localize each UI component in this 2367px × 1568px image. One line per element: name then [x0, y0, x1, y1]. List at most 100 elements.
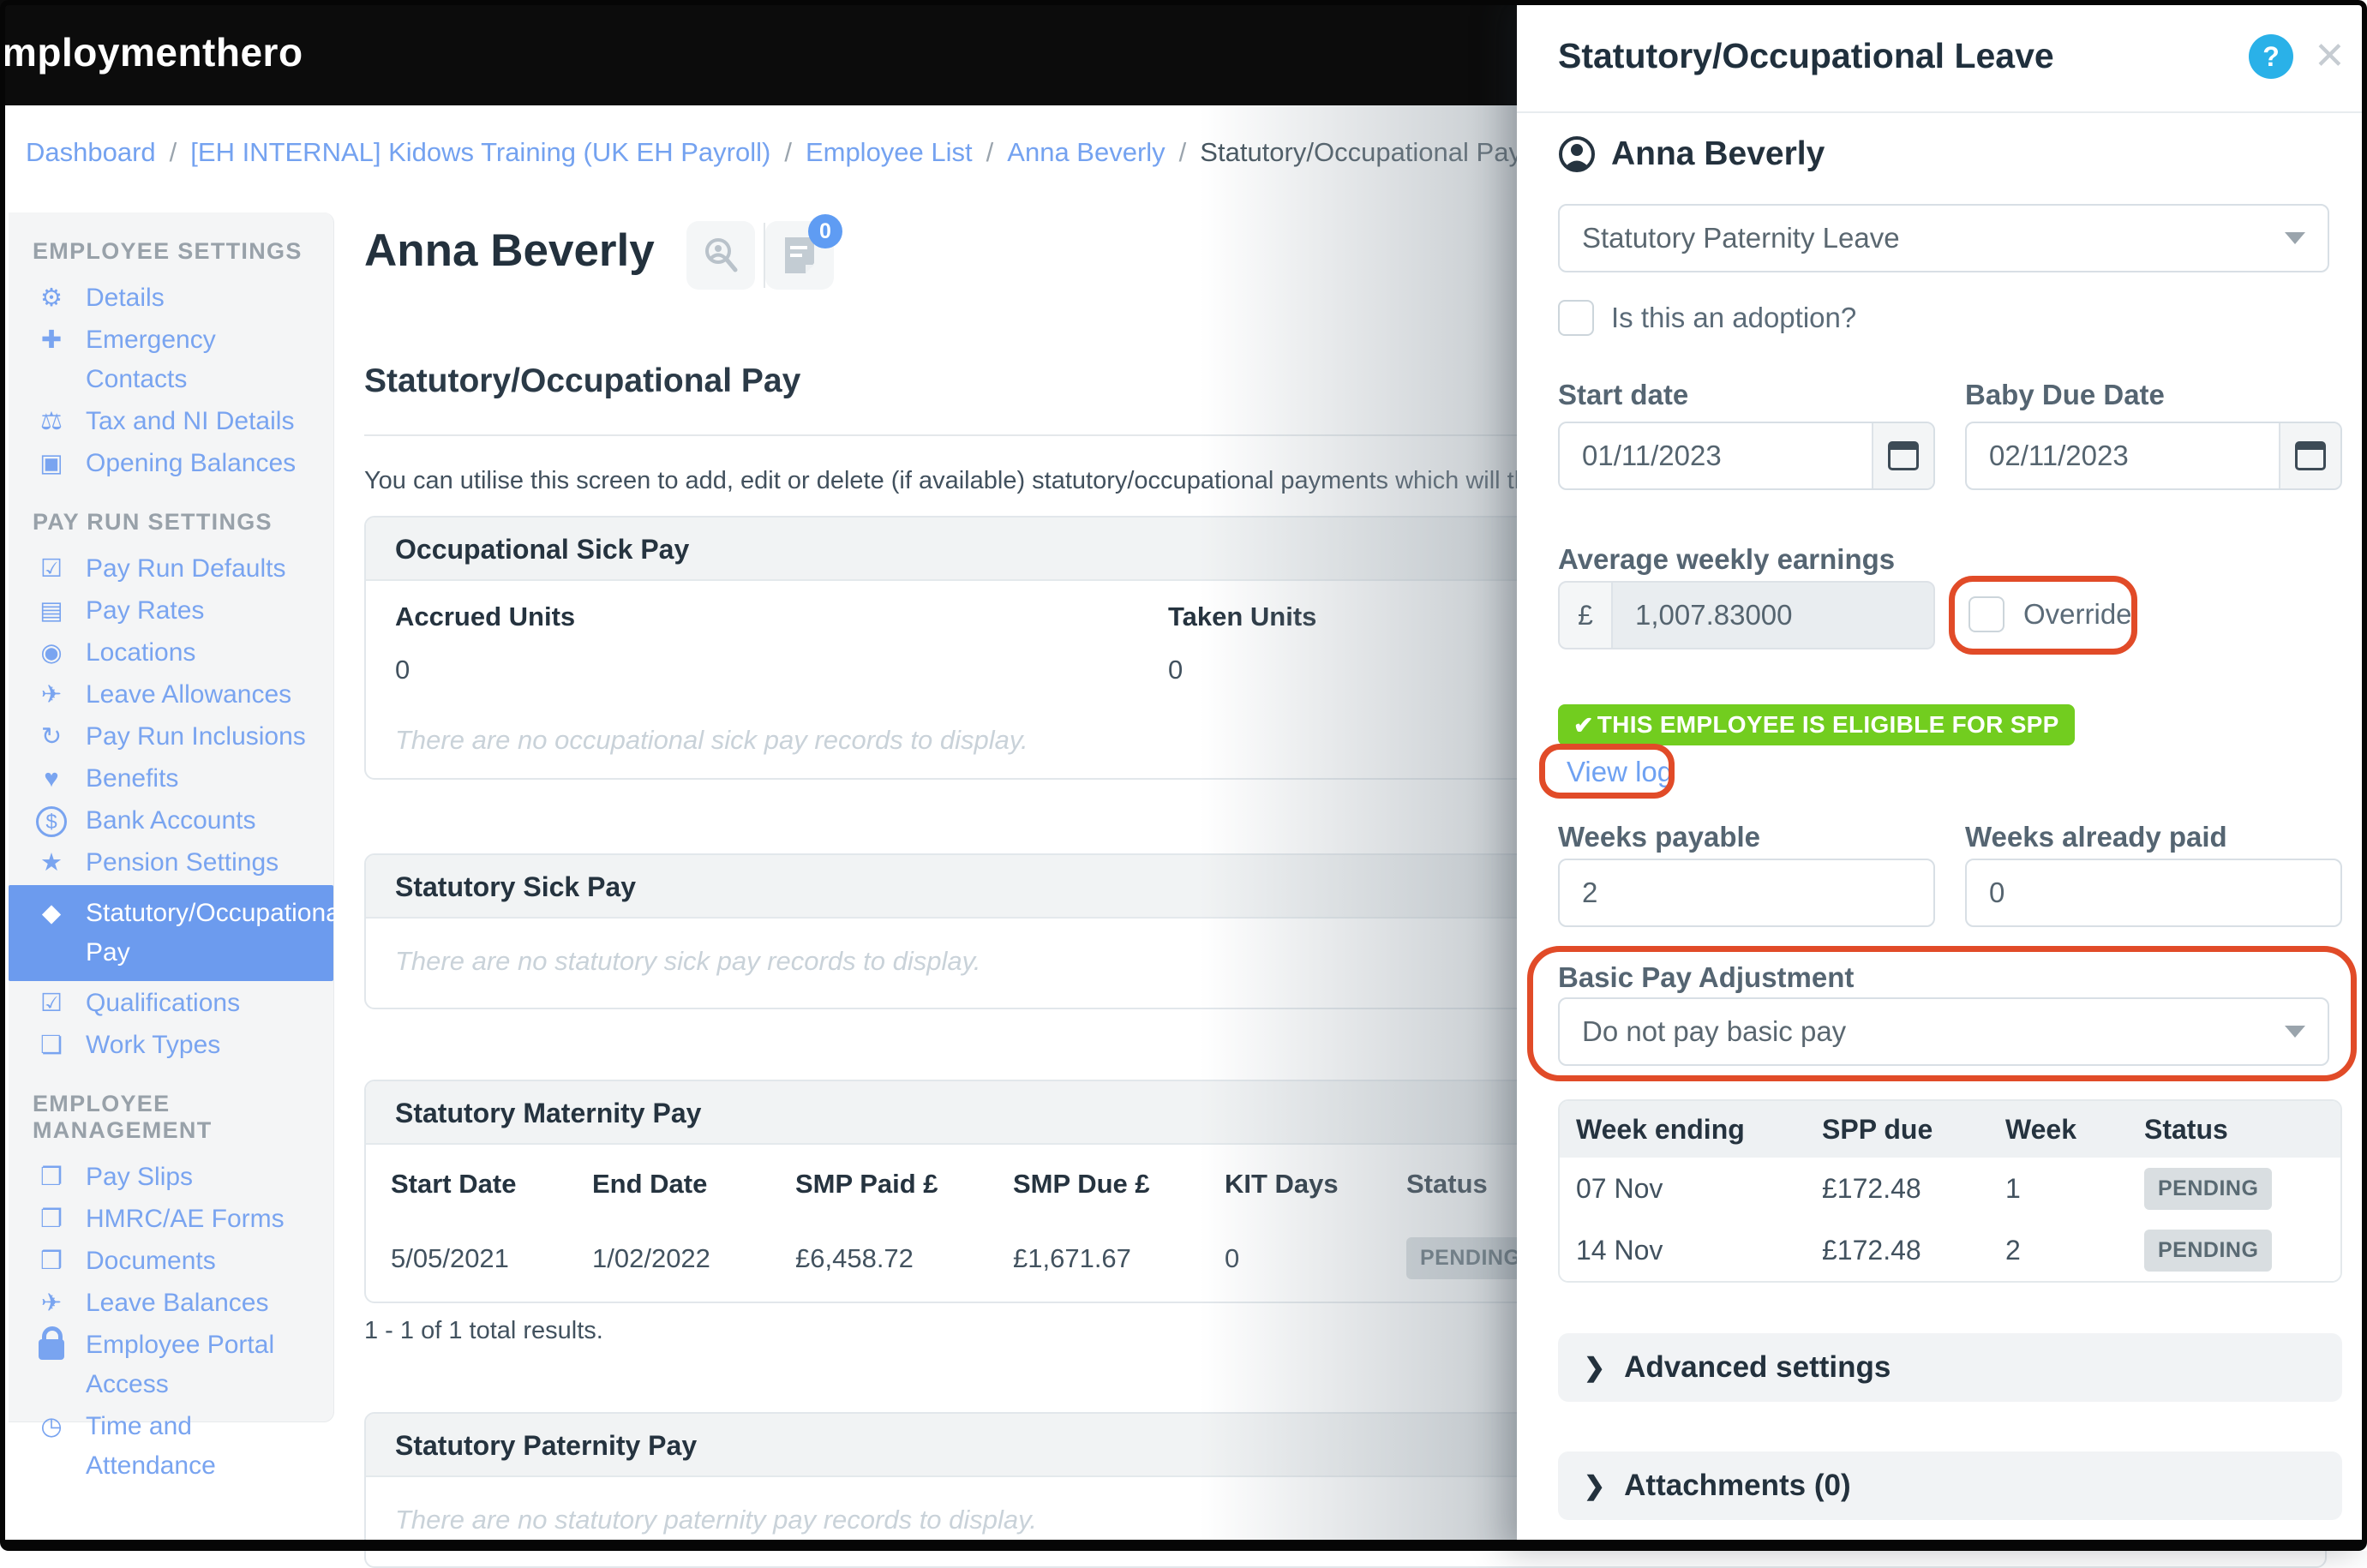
breadcrumb-employee[interactable]: Anna Beverly [1007, 137, 1166, 167]
accrued-units-label: Accrued Units [395, 601, 576, 631]
occupational-sick-pay-empty-message: There are no occupational sick pay recor… [395, 725, 1028, 755]
baby-due-date-field [1965, 422, 2342, 490]
results-count: 1 - 1 of 1 total results. [364, 1317, 603, 1344]
breadcrumb: Dashboard / [EH INTERNAL] Kidows Training … [26, 137, 1522, 168]
sidebar-item-bank-accounts[interactable]: $ Bank Accounts [33, 801, 313, 841]
sidebar-item-employee-portal-access[interactable]: Employee Portal Access [33, 1326, 313, 1404]
sidebar-item-leave-balances[interactable]: Leave Balances [33, 1284, 313, 1323]
sidebar-item-work-types[interactable]: Work Types [33, 1026, 313, 1065]
smp-header-end-date: End Date [592, 1169, 708, 1199]
sidebar-item-qualifications[interactable]: Qualifications [33, 984, 313, 1023]
breadcrumb-separator: / [784, 137, 792, 167]
sidebar-item-tax-ni-details[interactable]: Tax and NI Details [33, 402, 313, 441]
notes-icon [785, 237, 814, 273]
advanced-settings-accordion[interactable]: Advanced settings [1558, 1333, 2342, 1402]
help-icon[interactable] [2249, 34, 2293, 79]
smp-header-paid: SMP Paid £ [795, 1169, 938, 1199]
breadcrumb-separator: / [1178, 137, 1187, 167]
sidebar-item-locations[interactable]: Locations [33, 633, 313, 673]
schedule-week-ending: 14 Nov [1576, 1234, 1663, 1266]
smp-header-due: SMP Due £ [1013, 1169, 1150, 1199]
weeks-already-paid-label: Weeks already paid [1965, 821, 2227, 853]
breadcrumb-employee-list[interactable]: Employee List [805, 137, 973, 167]
view-log-link[interactable]: View log [1567, 756, 1674, 787]
close-icon[interactable] [2314, 34, 2346, 79]
adoption-checkbox[interactable] [1558, 300, 1594, 336]
smp-paid: £6,458.72 [795, 1242, 914, 1273]
checkbox-icon [33, 984, 70, 1023]
breadcrumb-business[interactable]: [EH INTERNAL] Kidows Training (UK EH Pay… [190, 137, 771, 167]
employee-settings-sidebar: EMPLOYEE SETTINGS Details Emergency Cont… [9, 212, 346, 1480]
weeks-payable-input[interactable] [1560, 860, 1933, 925]
plane-icon [33, 1284, 70, 1323]
smp-start-date: 5/05/2021 [391, 1242, 509, 1273]
baby-due-date-label: Baby Due Date [1965, 379, 2165, 410]
sidebar-item-emergency-contacts[interactable]: Emergency Contacts [33, 320, 313, 399]
calendar-icon [1888, 441, 1919, 470]
employment-hero-logo: mploymenthero [2, 30, 303, 75]
average-weekly-earnings-label: Average weekly earnings [1558, 543, 1896, 575]
sidebar-item-documents[interactable]: Documents [33, 1242, 313, 1281]
smp-kit-days: 0 [1225, 1242, 1240, 1273]
employee-search-button[interactable] [686, 221, 755, 290]
breadcrumb-dashboard[interactable]: Dashboard [26, 137, 156, 167]
button-divider [764, 223, 765, 288]
basic-pay-adjustment-select[interactable]: Do not pay basic pay [1558, 997, 2329, 1066]
schedule-week: 2 [2005, 1234, 2021, 1266]
file-icon [33, 1158, 70, 1197]
panel-title: Statutory/Occupational Leave [1558, 36, 2054, 75]
clock-icon [33, 1407, 70, 1446]
basic-pay-adjustment-value: Do not pay basic pay [1582, 1015, 1847, 1047]
schedule-header-status: Status [2144, 1113, 2228, 1145]
attachments-accordion[interactable]: Attachments (0) [1558, 1451, 2342, 1520]
sidebar-item-time-and-attendance[interactable]: Time and Attendance [33, 1407, 313, 1486]
currency-prefix: £ [1560, 583, 1613, 648]
weeks-already-paid-input[interactable] [1967, 860, 2340, 925]
sidebar-group-employee-management: EMPLOYEE MANAGEMENT [33, 1091, 213, 1143]
taken-units-label: Taken Units [1168, 601, 1317, 631]
status-badge: PENDING [1406, 1237, 1535, 1279]
start-date-label: Start date [1558, 379, 1689, 410]
sidebar-item-statutory-occupational-pay[interactable]: Statutory/Occupational Pay [9, 885, 346, 981]
sidebar-item-pay-slips[interactable]: Pay Slips [33, 1158, 313, 1197]
sync-icon [33, 717, 70, 757]
calendar-button[interactable] [1872, 423, 1933, 488]
breadcrumb-current: Statutory/Occupational Pay [1200, 137, 1522, 167]
accrued-units-value: 0 [395, 655, 410, 685]
sidebar-item-pay-rates[interactable]: Pay Rates [33, 591, 313, 631]
sidebar-item-benefits[interactable]: Benefits [33, 759, 313, 799]
weeks-payable-label: Weeks payable [1558, 821, 1761, 853]
spp-eligibility-badge: THIS EMPLOYEE IS ELIGIBLE FOR SPP [1558, 704, 2075, 745]
calendar-icon [2295, 441, 2326, 470]
average-weekly-earnings-input[interactable] [1613, 583, 1933, 648]
sidebar-item-hmrc-ae-forms[interactable]: HMRC/AE Forms [33, 1200, 313, 1239]
employee-name: Anna Beverly [1611, 135, 1825, 172]
calendar-button[interactable] [2279, 423, 2340, 488]
globe-icon [33, 633, 70, 673]
schedule-week: 1 [2005, 1172, 2021, 1204]
breadcrumb-separator: / [986, 137, 994, 167]
panel-header: Statutory/Occupational Leave [1517, 0, 2367, 113]
sidebar-item-opening-balances[interactable]: Opening Balances [33, 444, 313, 483]
advanced-settings-label: Advanced settings [1624, 1350, 1891, 1384]
override-checkbox[interactable] [1969, 596, 2004, 632]
banknote-icon [33, 591, 70, 631]
baby-due-date-input[interactable] [1967, 423, 2279, 488]
smp-header-kit-days: KIT Days [1225, 1169, 1339, 1199]
smp-due: £1,671.67 [1013, 1242, 1131, 1273]
sidebar-item-pension-settings[interactable]: Pension Settings [33, 843, 313, 883]
wallet-icon [33, 444, 70, 483]
leave-type-select[interactable]: Statutory Paternity Leave [1558, 204, 2329, 272]
employee-notes-button[interactable]: 0 [765, 214, 842, 290]
chevron-down-icon [2285, 232, 2305, 244]
sidebar-item-details[interactable]: Details [33, 278, 313, 318]
person-icon [1559, 136, 1595, 172]
spp-schedule-table: Week ending SPP due Week Status 07 Nov £… [1558, 1099, 2342, 1283]
start-date-input[interactable] [1560, 423, 1872, 488]
override-label: Override [2023, 598, 2132, 630]
statutory-paternity-pay-empty-message: There are no statutory paternity pay rec… [395, 1505, 1037, 1535]
plane-icon [33, 675, 70, 715]
sidebar-item-leave-allowances[interactable]: Leave Allowances [33, 675, 313, 715]
sidebar-item-pay-run-defaults[interactable]: Pay Run Defaults [33, 549, 313, 589]
sidebar-item-pay-run-inclusions[interactable]: Pay Run Inclusions [33, 717, 313, 757]
